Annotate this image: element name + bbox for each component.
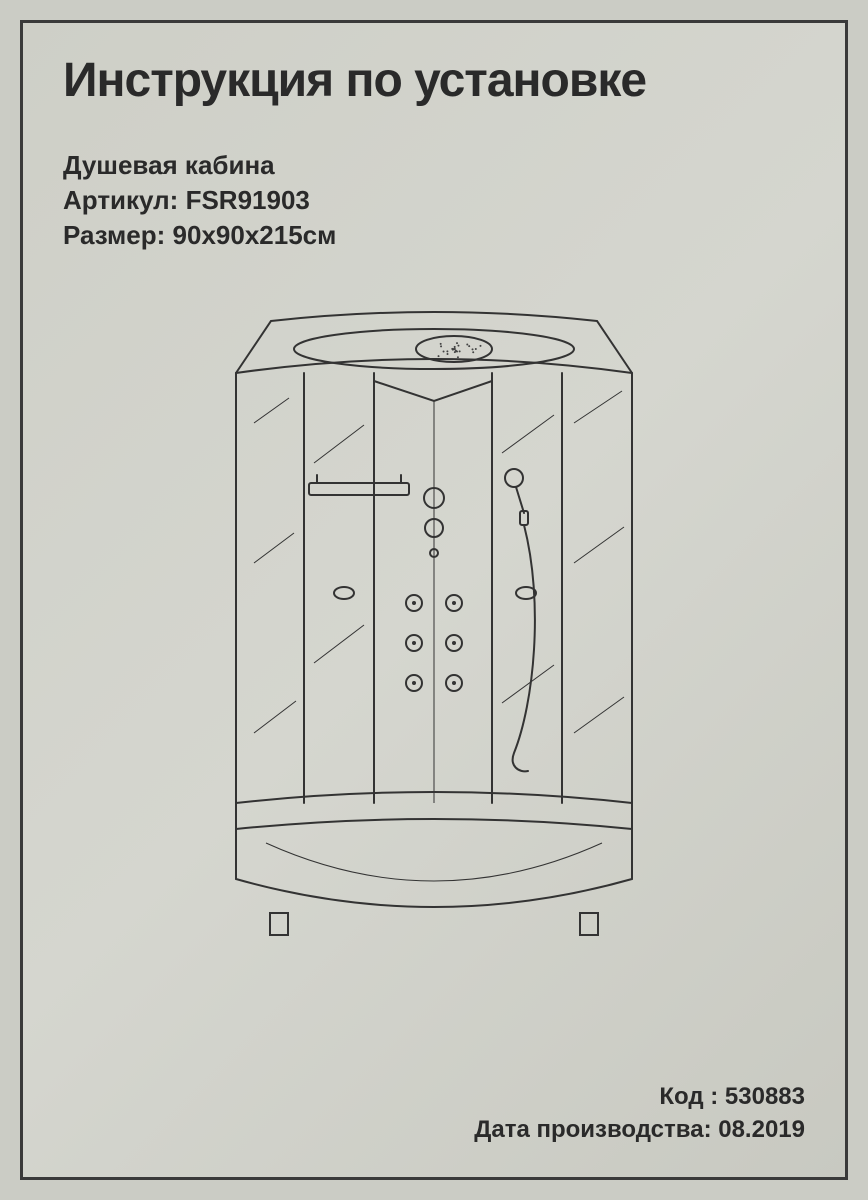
date-label: Дата производства: <box>474 1116 711 1143</box>
page-title: Инструкция по установке <box>63 53 805 108</box>
shower-cabin-illustration <box>214 303 654 943</box>
product-info-block: Душевая кабина Артикул: FSR91903 Размер:… <box>63 148 805 253</box>
footer-block: Код : 530883 Дата производства: 08.2019 <box>474 1080 805 1147</box>
date-value: 08.2019 <box>718 1116 805 1143</box>
code-value: 530883 <box>725 1083 805 1110</box>
size-value: 90x90x215см <box>173 220 337 250</box>
product-size-line: Размер: 90x90x215см <box>63 218 805 253</box>
code-label: Код : <box>659 1083 718 1110</box>
date-line: Дата производства: 08.2019 <box>474 1113 805 1147</box>
product-type: Душевая кабина <box>63 148 805 183</box>
product-article-line: Артикул: FSR91903 <box>63 183 805 218</box>
article-label: Артикул: <box>63 185 178 215</box>
document-page: Инструкция по установке Душевая кабина А… <box>20 20 848 1180</box>
article-value: FSR91903 <box>186 185 310 215</box>
code-line: Код : 530883 <box>474 1080 805 1114</box>
size-label: Размер: <box>63 220 165 250</box>
